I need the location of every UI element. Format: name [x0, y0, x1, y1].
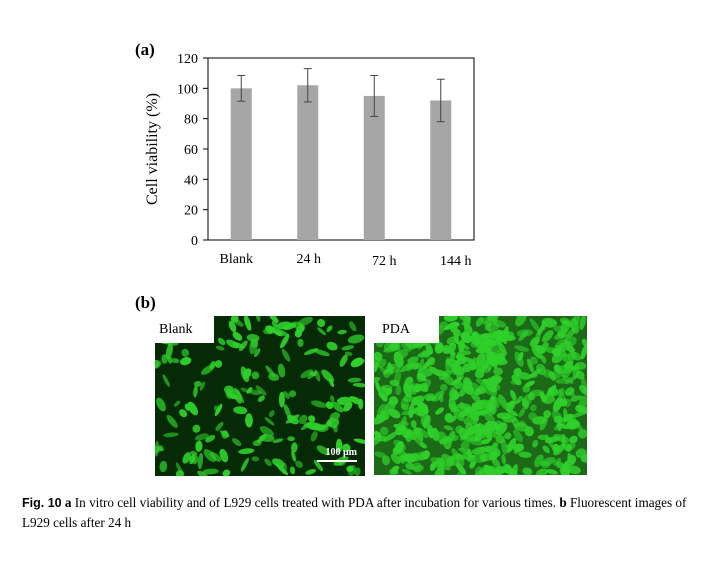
y-tick-label: 40 [184, 173, 198, 188]
bar [297, 85, 319, 240]
caption-a-marker: a [64, 495, 72, 510]
cell-viability-bar-chart: 0 20 40 60 80 100 120 Cell viability (%) Blank 24… [144, 52, 475, 269]
figure-number: Fig. 10 [22, 496, 62, 510]
y-tick-label: 60 [184, 143, 198, 158]
blank-image-label: Blank [155, 316, 214, 343]
x-tick-label: Blank [220, 252, 253, 267]
pda-image-label: PDA [374, 316, 439, 343]
caption-b-marker: b [559, 495, 567, 510]
y-tick-label: 120 [177, 52, 198, 67]
caption-b-text: Fluorescent images of L929 cells after 2… [22, 495, 687, 530]
panel-a-label: (a) [135, 40, 155, 59]
x-tick-label: 72 h [372, 254, 397, 269]
blank-fluorescence-image: Blank 100 μm [155, 316, 365, 476]
bar [430, 100, 452, 240]
caption-a-text: In vitro cell viability and of L929 cell… [71, 495, 560, 510]
bar [230, 88, 252, 240]
y-tick-label: 80 [184, 113, 198, 128]
x-tick-label: 24 h [297, 252, 322, 267]
x-tick-label: 144 h [440, 254, 472, 269]
bar [363, 95, 385, 241]
pda-fluorescence-image: PDA [374, 316, 587, 475]
y-axis-label: Cell viability (%) [144, 93, 161, 205]
y-tick-label: 0 [191, 234, 198, 249]
y-tick-label: 20 [184, 204, 198, 219]
panel-b-label: (b) [135, 293, 156, 312]
scale-bar-label: 100 μm [325, 447, 358, 458]
figure-caption: Fig. 10 a In vitro cell viability and of… [22, 493, 694, 532]
scale-bar [317, 460, 357, 462]
y-tick-label: 100 [177, 82, 198, 97]
